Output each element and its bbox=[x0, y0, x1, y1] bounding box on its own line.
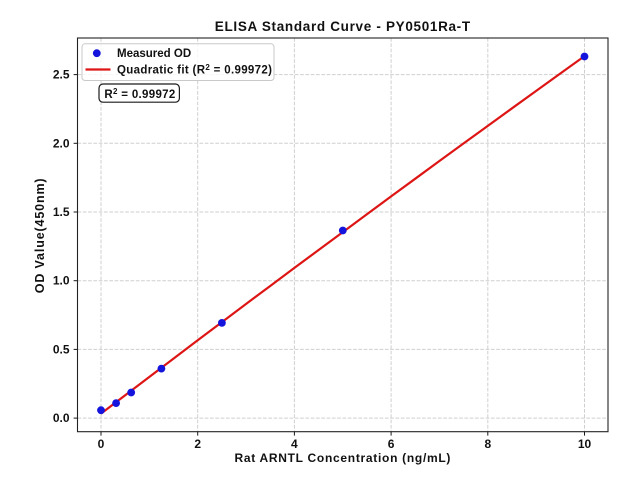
svg-text:10: 10 bbox=[578, 437, 592, 451]
svg-text:ELISA Standard Curve - PY0501R: ELISA Standard Curve - PY0501Ra-T bbox=[215, 19, 471, 34]
svg-text:2: 2 bbox=[194, 437, 201, 451]
svg-text:4: 4 bbox=[291, 437, 298, 451]
svg-text:0.0: 0.0 bbox=[53, 411, 70, 425]
svg-text:R2 = 0.99972: R2 = 0.99972 bbox=[104, 87, 175, 101]
svg-text:0.5: 0.5 bbox=[53, 342, 70, 356]
svg-text:2.5: 2.5 bbox=[53, 68, 70, 82]
svg-text:2.0: 2.0 bbox=[53, 136, 70, 150]
svg-text:1.0: 1.0 bbox=[53, 274, 70, 288]
svg-text:Quadratic fit (R2 = 0.99972): Quadratic fit (R2 = 0.99972) bbox=[117, 63, 272, 77]
svg-text:8: 8 bbox=[484, 437, 491, 451]
svg-text:OD Value(450nm): OD Value(450nm) bbox=[33, 178, 47, 294]
svg-text:1.5: 1.5 bbox=[53, 205, 70, 219]
svg-text:Rat ARNTL Concentration (ng/mL: Rat ARNTL Concentration (ng/mL) bbox=[234, 451, 451, 465]
svg-text:6: 6 bbox=[388, 437, 395, 451]
svg-text:Measured OD: Measured OD bbox=[117, 48, 191, 60]
svg-text:0: 0 bbox=[98, 437, 105, 451]
